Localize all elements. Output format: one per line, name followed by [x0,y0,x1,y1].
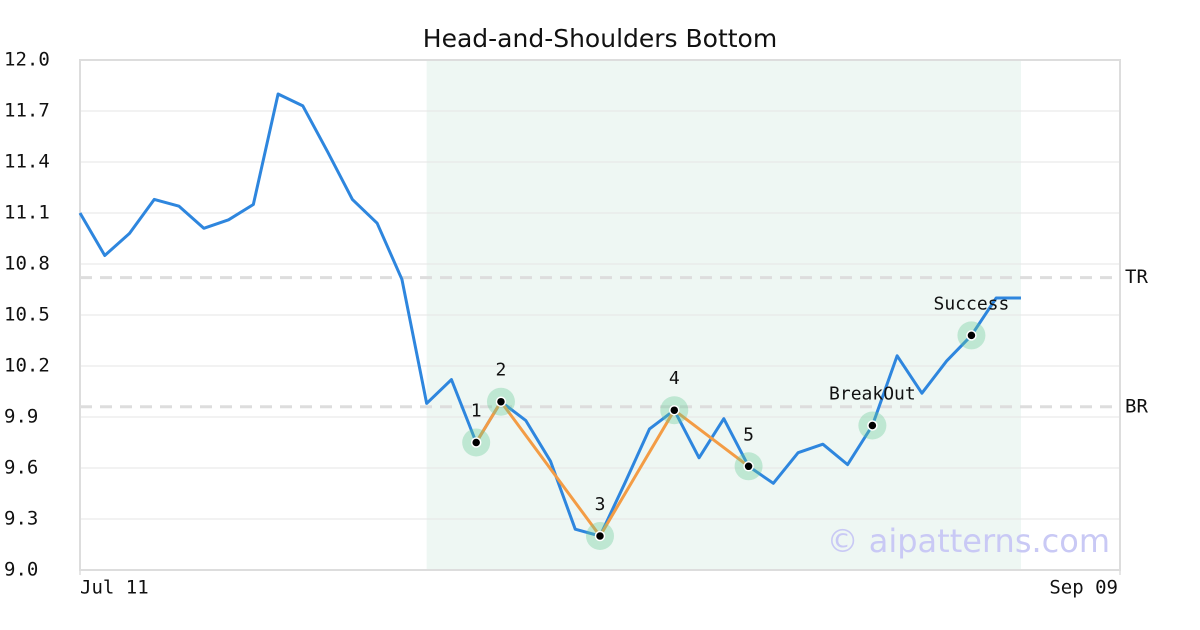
plot-frame [79,59,1121,571]
point-marker [743,461,754,472]
point-marker [495,396,507,407]
x-tick-label: Jul 11 [80,577,149,599]
y-tick-label: 9.0 [4,559,38,581]
y-tick-label: 9.3 [4,508,38,530]
point-marker [669,404,680,416]
y-tick-label: 12.0 [4,49,50,71]
point-label: BreakOut [829,384,916,405]
level-label: TR [1125,266,1148,288]
y-tick-label: 11.4 [4,151,50,173]
point-label: 1 [471,401,482,422]
y-tick-label: 9.9 [4,406,38,428]
point-marker [470,437,482,448]
level-label: BR [1125,395,1148,417]
point-label: 3 [595,494,606,515]
y-tick-label: 10.5 [4,304,50,326]
point-label: Success [933,293,1009,314]
y-tick-label: 10.2 [4,355,50,377]
point-label: 5 [743,424,754,445]
point-marker [966,330,977,341]
point-marker [594,530,606,542]
point-marker [867,420,878,431]
watermark: © aipatterns.com [827,522,1110,560]
point-label: 2 [496,360,507,381]
x-tick-label: Sep 09 [1049,577,1118,599]
y-tick-label: 11.1 [4,202,50,224]
y-tick-label: 9.6 [4,457,38,479]
price-line [78,92,1021,538]
point-label: 4 [669,368,680,389]
chart-title: Head-and-Shoulders Bottom [423,24,777,53]
y-tick-label: 10.8 [4,253,50,275]
y-tick-label: 11.7 [4,100,50,122]
